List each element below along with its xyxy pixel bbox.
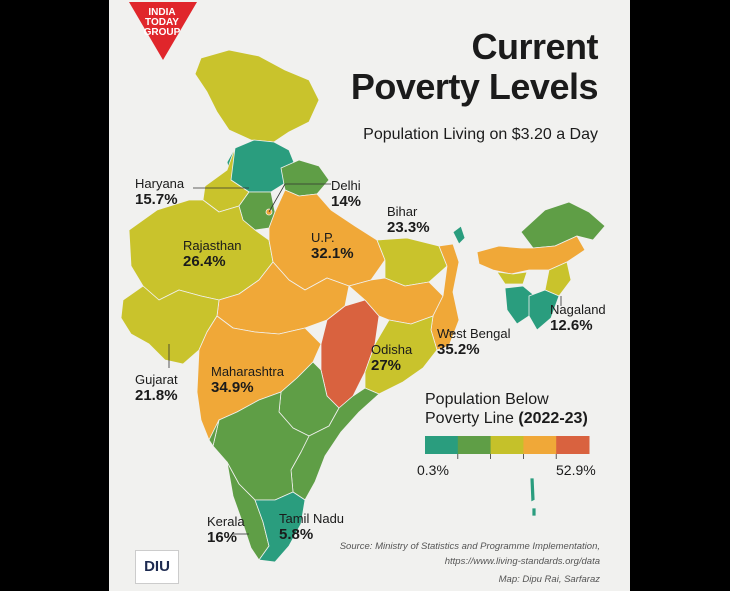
state-value: 26.4% xyxy=(183,253,226,270)
infographic-panel: INDIA TODAY GROUP Current Poverty Levels… xyxy=(109,0,630,591)
legend-title-text: Poverty Line xyxy=(425,410,514,427)
region-mizoram xyxy=(528,289,560,331)
state-name: Delhi xyxy=(331,178,361,193)
state-value: 35.2% xyxy=(437,341,480,358)
label-rajasthan: Rajasthan 26.4% xyxy=(183,238,242,270)
source-line-3: Map: Dipu Rai, Sarfaraz xyxy=(498,574,600,585)
state-name: U.P. xyxy=(311,230,335,245)
diu-logo: DIU xyxy=(135,550,179,584)
region-west-bengal xyxy=(430,243,460,351)
india-map xyxy=(120,49,606,563)
legend-max: 52.9% xyxy=(556,462,596,478)
legend-swatch xyxy=(457,436,492,454)
legend-title-line-1: Population Below xyxy=(425,391,549,408)
region-odisha xyxy=(364,315,438,395)
state-value: 27% xyxy=(371,357,402,374)
state-name: Odisha xyxy=(371,342,413,357)
region-goa xyxy=(208,419,220,447)
legend-swatch xyxy=(425,436,459,454)
state-name: West Bengal xyxy=(437,326,511,341)
state-value: 12.6% xyxy=(550,317,593,334)
label-kerala: Kerala 16% xyxy=(207,514,245,546)
label-uttar-pradesh: U.P. 32.1% xyxy=(311,230,354,262)
title-line-1: Current xyxy=(471,26,598,67)
state-name: Haryana xyxy=(135,176,185,191)
legend-swatch xyxy=(490,436,524,454)
state-value: 34.9% xyxy=(211,379,254,396)
region-tamil-nadu xyxy=(254,491,306,563)
leader-west-bengal xyxy=(446,329,456,335)
label-delhi: Delhi 14% xyxy=(331,178,361,210)
state-name: Nagaland xyxy=(550,302,606,317)
label-tamil-nadu: Tamil Nadu 5.8% xyxy=(279,511,344,543)
state-value: 16% xyxy=(207,529,238,546)
india-today-logo-text: INDIA TODAY GROUP xyxy=(131,8,193,38)
region-meghalaya xyxy=(496,271,528,285)
label-nagaland: Nagaland 12.6% xyxy=(550,302,606,334)
logo-line-2: TODAY xyxy=(145,17,179,28)
label-haryana: Haryana 15.7% xyxy=(135,176,184,208)
legend-title-line-2: Poverty Line (2022-23) xyxy=(425,409,588,428)
label-odisha: Odisha 27% xyxy=(371,342,412,374)
state-name: Tamil Nadu xyxy=(279,511,345,526)
state-name: Maharashtra xyxy=(211,364,284,379)
label-west-bengal: West Bengal 35.2% xyxy=(437,326,510,358)
source-line-1: Source: Ministry of Statistics and Progr… xyxy=(339,541,600,552)
state-value: 5.8% xyxy=(279,526,314,543)
legend-color-bar xyxy=(425,436,590,459)
state-value: 21.8% xyxy=(135,387,178,404)
legend-min: 0.3% xyxy=(417,462,449,478)
state-name: Bihar xyxy=(387,204,418,219)
title-line-2: Poverty Levels xyxy=(350,66,599,107)
india-today-logo xyxy=(129,2,197,60)
state-value: 14% xyxy=(331,193,362,210)
logo-line-3: GROUP xyxy=(143,27,181,38)
label-maharashtra: Maharashtra 34.9% xyxy=(211,364,284,396)
state-value: 15.7% xyxy=(135,191,178,208)
leader-delhi xyxy=(268,183,331,213)
legend-year: (2022-23) xyxy=(518,410,588,427)
logo-line-1: INDIA xyxy=(148,7,176,18)
state-value: 32.1% xyxy=(311,245,354,262)
legend-swatch xyxy=(523,436,557,454)
region-jammu-kashmir xyxy=(194,49,320,143)
region-nagaland xyxy=(544,261,572,297)
state-value: 23.3% xyxy=(387,219,430,236)
state-name: Kerala xyxy=(207,514,245,529)
source-line-2: https://www.living-standards.org/data xyxy=(444,556,600,567)
region-assam xyxy=(476,235,586,275)
state-name: Rajasthan xyxy=(183,238,242,253)
label-gujarat: Gujarat 21.8% xyxy=(135,372,178,404)
region-andaman-south xyxy=(531,507,537,517)
region-andaman xyxy=(529,477,536,503)
legend-swatch xyxy=(556,436,590,454)
region-arunachal xyxy=(520,201,606,249)
label-bihar: Bihar 23.3% xyxy=(387,204,430,236)
region-uttarakhand xyxy=(280,159,330,197)
state-name: Gujarat xyxy=(135,372,178,387)
subtitle: Population Living on $3.20 a Day xyxy=(363,126,598,143)
region-sikkim xyxy=(452,225,466,245)
